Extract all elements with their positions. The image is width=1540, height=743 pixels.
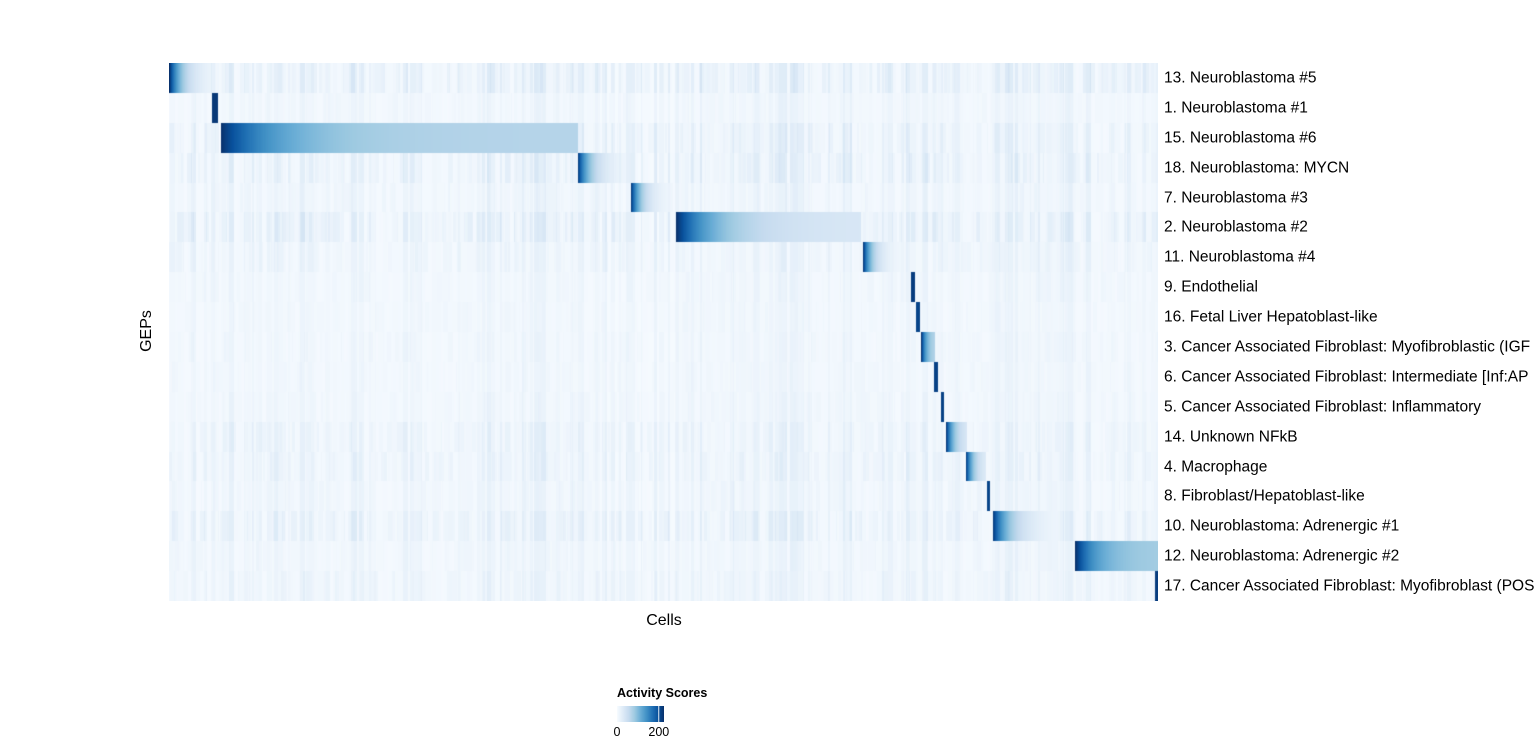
colorbar-label-200: 200 bbox=[648, 725, 670, 739]
row-label: 15. Neuroblastoma #6 bbox=[1164, 128, 1317, 146]
y-axis-title: GEPs bbox=[138, 310, 155, 352]
row-label: 6. Cancer Associated Fibroblast: Interme… bbox=[1164, 368, 1529, 386]
legend-title: Activity Scores bbox=[617, 686, 708, 700]
row-label: 12. Neuroblastoma: Adrenergic #2 bbox=[1164, 547, 1400, 565]
row-label: 2. Neuroblastoma #2 bbox=[1164, 218, 1308, 236]
row-label: 1. Neuroblastoma #1 bbox=[1164, 99, 1308, 117]
row-label: 16. Fetal Liver Hepatoblast-like bbox=[1164, 308, 1378, 326]
row-label: 13. Neuroblastoma #5 bbox=[1164, 69, 1317, 87]
row-label: 9. Endothelial bbox=[1164, 278, 1258, 296]
colorbar-tick-mark bbox=[658, 706, 660, 722]
colorbar-legend: Activity Scores 0 200 bbox=[613, 686, 708, 739]
row-label: 3. Cancer Associated Fibroblast: Myofibr… bbox=[1164, 338, 1531, 356]
row-label: 10. Neuroblastoma: Adrenergic #1 bbox=[1164, 517, 1400, 535]
row-label: 5. Cancer Associated Fibroblast: Inflamm… bbox=[1164, 397, 1482, 415]
heatmap-canvas bbox=[169, 63, 1158, 601]
row-label: 4. Macrophage bbox=[1164, 457, 1268, 475]
colorbar-label-min: 0 bbox=[613, 725, 621, 739]
colorbar-gradient bbox=[617, 706, 664, 722]
row-label: 17. Cancer Associated Fibroblast: Myofib… bbox=[1164, 577, 1535, 595]
row-label: 11. Neuroblastoma #4 bbox=[1164, 248, 1316, 266]
row-label: 8. Fibroblast/Hepatoblast-like bbox=[1164, 487, 1365, 505]
x-axis-title: Cells bbox=[646, 612, 682, 629]
row-label: 18. Neuroblastoma: MYCN bbox=[1164, 158, 1350, 176]
row-label: 14. Unknown NFkB bbox=[1164, 427, 1298, 445]
colorbar-tick-labels: 0 200 bbox=[613, 725, 677, 739]
row-label: 7. Neuroblastoma #3 bbox=[1164, 188, 1308, 206]
